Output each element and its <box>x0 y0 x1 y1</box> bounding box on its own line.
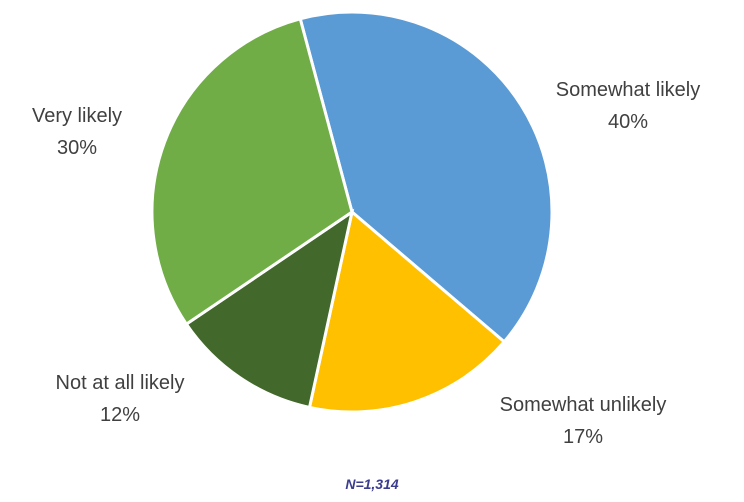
slice-label-somewhat-likely: Somewhat likely <box>556 79 701 101</box>
slice-value-somewhat-likely: 40% <box>608 111 648 133</box>
pie-slice-very-likely <box>150 16 354 327</box>
slice-label-not-at-all-likely: Not at all likely <box>56 372 185 394</box>
slice-value-somewhat-unlikely: 17% <box>563 426 603 448</box>
slice-label-very-likely: Very likely <box>32 105 122 127</box>
pie-slice-not-at-all-likely <box>184 208 355 410</box>
pie-slice-somewhat-unlikely <box>307 209 507 414</box>
pie-slices <box>150 10 554 414</box>
slice-value-very-likely: 30% <box>57 137 97 159</box>
slice-label-somewhat-unlikely: Somewhat unlikely <box>500 394 667 416</box>
sample-size-note: N=1,314 <box>345 476 399 492</box>
pie-slice-somewhat-likely <box>298 10 554 344</box>
slice-value-not-at-all-likely: 12% <box>100 404 140 426</box>
